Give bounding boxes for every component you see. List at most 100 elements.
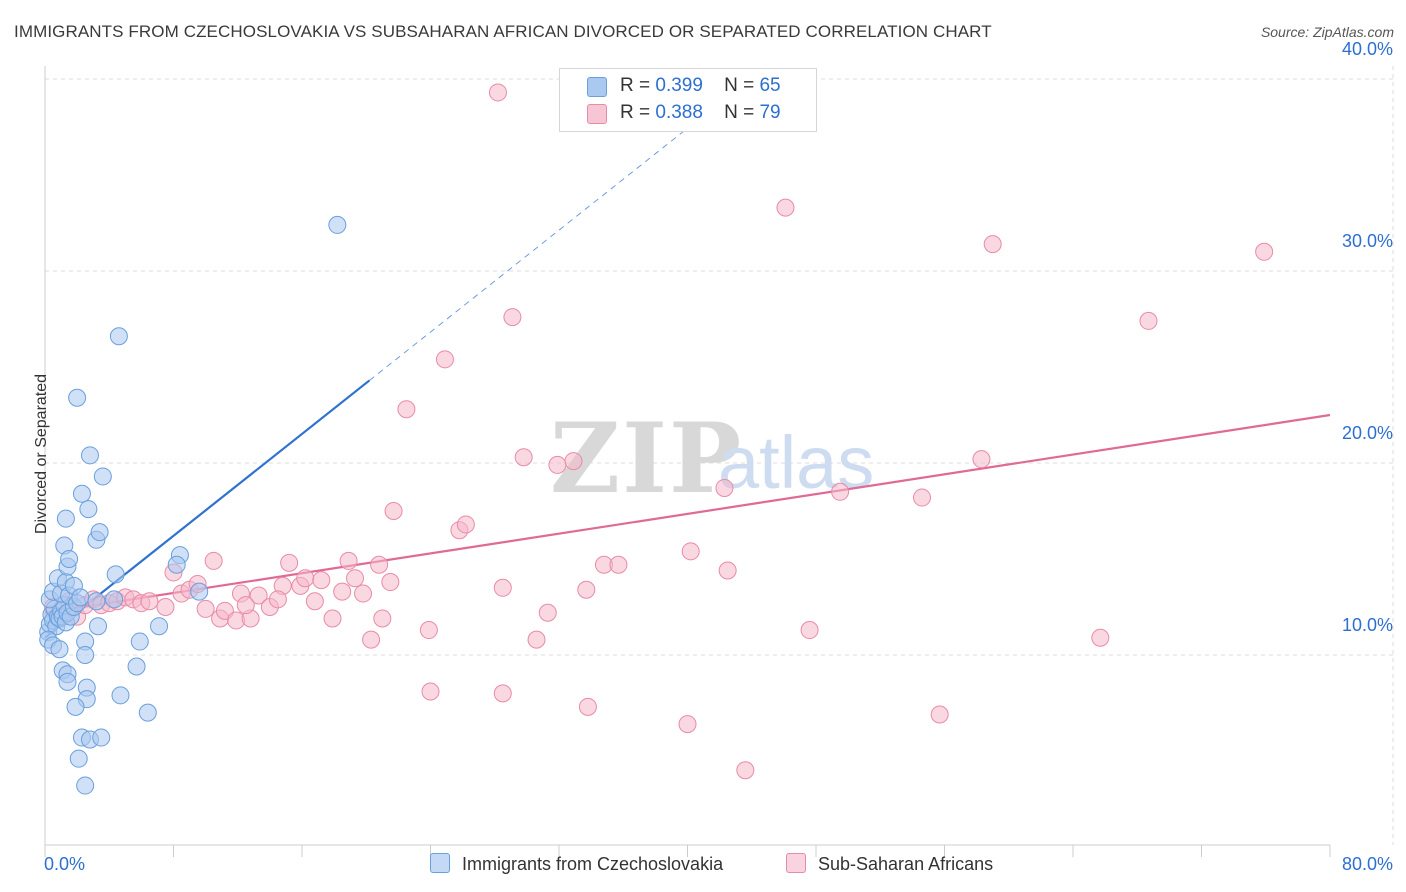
y-tick-label: 30.0% [1342, 231, 1393, 251]
data-point-subsaharan [346, 569, 365, 588]
data-point-czechoslovakia [105, 590, 124, 609]
legend-r-value: 0.399 [655, 75, 703, 96]
axis-layer [44, 66, 1331, 857]
trend-line-czechoslovakia-extension [369, 96, 728, 381]
data-point-subsaharan [268, 590, 287, 609]
legend-n-label: N = [724, 102, 755, 123]
data-point-czechoslovakia [58, 672, 77, 691]
bottom-swatch-blue [430, 853, 450, 873]
data-point-czechoslovakia [76, 776, 95, 795]
data-point-subsaharan [493, 684, 512, 703]
data-point-czechoslovakia [90, 523, 109, 542]
chart-title: IMMIGRANTS FROM CZECHOSLOVAKIA VS SUBSAH… [14, 22, 992, 41]
data-point-subsaharan [339, 551, 358, 570]
y-tick-label: 20.0% [1342, 423, 1393, 443]
data-point-subsaharan [800, 621, 819, 640]
data-point-subsaharan [527, 630, 546, 649]
data-point-subsaharan [831, 482, 850, 501]
legend-n-value: 79 [759, 102, 781, 123]
y-tick-label: 40.0% [1342, 39, 1393, 59]
data-point-czechoslovakia [50, 640, 69, 659]
data-point-subsaharan [776, 198, 795, 217]
data-point-subsaharan [736, 761, 755, 780]
data-point-subsaharan [333, 582, 352, 601]
bottom-legend-czechoslovakia: Immigrants from Czechoslovakia [430, 852, 723, 876]
legend-n-label: N = [724, 75, 755, 96]
data-point-subsaharan [913, 488, 932, 507]
bottom-swatch-pink [786, 853, 806, 873]
data-point-czechoslovakia [79, 500, 98, 519]
data-point-subsaharan [972, 450, 991, 469]
data-point-subsaharan [296, 569, 315, 588]
data-point-subsaharan [578, 697, 597, 716]
data-point-subsaharan [718, 561, 737, 580]
data-point-subsaharan [323, 609, 342, 628]
data-point-czechoslovakia [92, 728, 111, 747]
x-tick-label: 80.0% [1342, 854, 1393, 874]
data-point-subsaharan [930, 705, 949, 724]
data-point-czechoslovakia [167, 555, 186, 574]
legend-swatch-pink [587, 104, 607, 124]
data-point-subsaharan [312, 571, 331, 590]
point-layer [39, 83, 1274, 795]
data-point-subsaharan [456, 515, 475, 534]
watermark: ZIP atlas [550, 402, 874, 515]
tick-label-layer: 10.0% 20.0% 30.0% 40.0% 0.0% 80.0% [44, 39, 1393, 874]
data-point-subsaharan [681, 542, 700, 561]
data-point-subsaharan [381, 573, 400, 592]
data-point-czechoslovakia [71, 588, 90, 607]
data-point-czechoslovakia [130, 632, 149, 651]
data-point-czechoslovakia [56, 509, 75, 528]
data-point-czechoslovakia [111, 686, 130, 705]
data-point-czechoslovakia [60, 550, 79, 568]
legend-swatch-blue [587, 77, 607, 97]
data-point-czechoslovakia [127, 657, 146, 676]
data-point-czechoslovakia [68, 388, 87, 407]
data-point-subsaharan [397, 400, 416, 419]
legend-r-label: R = [620, 102, 651, 123]
data-point-subsaharan [419, 621, 438, 640]
data-point-czechoslovakia [80, 446, 99, 465]
data-point-czechoslovakia [93, 467, 112, 486]
data-point-czechoslovakia [328, 215, 347, 234]
data-point-czechoslovakia [138, 703, 157, 722]
data-point-czechoslovakia [87, 592, 106, 611]
data-point-subsaharan [373, 609, 392, 628]
data-point-subsaharan [354, 584, 373, 603]
data-point-czechoslovakia [69, 749, 88, 768]
bottom-legend-label: Immigrants from Czechoslovakia [462, 854, 724, 874]
data-point-subsaharan [1139, 311, 1158, 330]
data-point-czechoslovakia [89, 617, 108, 636]
data-point-subsaharan [421, 682, 440, 701]
data-point-subsaharan [1091, 628, 1110, 647]
data-point-subsaharan [140, 592, 159, 611]
data-point-czechoslovakia [72, 484, 91, 503]
data-point-subsaharan [305, 592, 324, 611]
data-point-subsaharan [564, 452, 583, 471]
data-point-subsaharan [538, 603, 557, 622]
data-point-subsaharan [435, 350, 454, 369]
data-point-subsaharan [715, 478, 734, 497]
y-tick-label: 10.0% [1342, 615, 1393, 635]
chart-source: Source: ZipAtlas.com [1260, 24, 1394, 40]
data-point-subsaharan [370, 555, 389, 574]
data-point-subsaharan [514, 448, 533, 467]
data-point-subsaharan [577, 580, 596, 599]
legend-r-label: R = [620, 75, 651, 96]
bottom-legend-label: Sub-Saharan Africans [818, 854, 994, 874]
data-point-subsaharan [384, 502, 403, 520]
correlation-legend: R = 0.399 N = 65 R = 0.388 N = 79 [559, 68, 817, 132]
data-point-subsaharan [1255, 242, 1274, 261]
data-point-czechoslovakia [150, 617, 169, 636]
data-point-subsaharan [548, 455, 567, 474]
data-point-subsaharan [280, 553, 299, 572]
data-point-subsaharan [196, 599, 215, 618]
legend-n-value: 65 [759, 75, 781, 96]
watermark-atlas: atlas [718, 421, 874, 504]
trend-line-subsaharan [44, 413, 1331, 614]
data-point-subsaharan [204, 551, 223, 570]
data-point-subsaharan [156, 598, 175, 616]
data-point-subsaharan [362, 630, 381, 649]
data-point-subsaharan [983, 235, 1002, 254]
